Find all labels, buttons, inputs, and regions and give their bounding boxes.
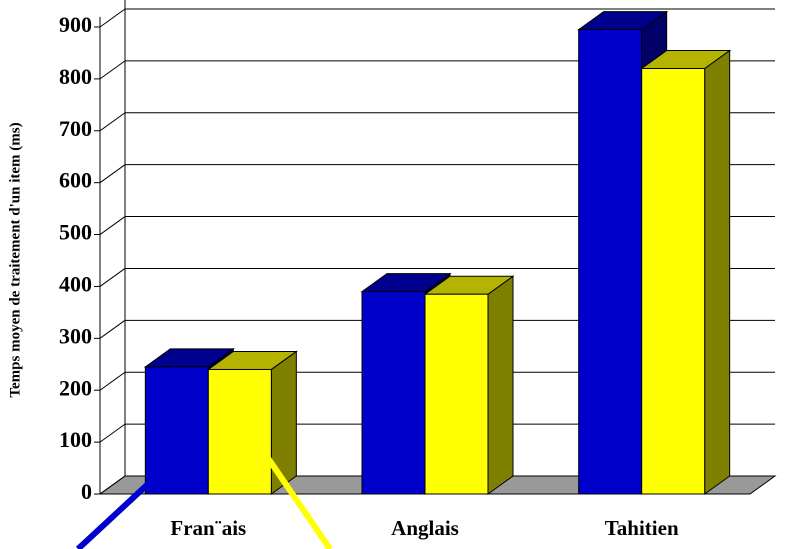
y-tick-label: 500 bbox=[59, 220, 92, 245]
grid-line-side bbox=[99, 268, 126, 287]
grid-line-side bbox=[99, 319, 126, 339]
grid-line-side bbox=[99, 216, 126, 235]
y-axis-label: Temps moyen de traitement d'un item (ms) bbox=[7, 122, 23, 397]
x-tick-label: Tahitien bbox=[605, 516, 679, 540]
bar bbox=[361, 291, 426, 495]
bar-side bbox=[704, 49, 731, 495]
bar bbox=[641, 68, 706, 495]
grid-line-side bbox=[99, 475, 126, 495]
grid-line-side bbox=[99, 164, 126, 184]
bar bbox=[424, 293, 489, 495]
grid-line-side bbox=[99, 8, 126, 28]
y-tick-label: 900 bbox=[59, 12, 92, 37]
grid-line-side bbox=[99, 60, 126, 80]
bar bbox=[207, 368, 272, 495]
y-tick-label: 400 bbox=[59, 271, 92, 296]
y-tick-label: 600 bbox=[59, 168, 92, 193]
y-tick-label: 100 bbox=[59, 427, 92, 452]
y-tick-label: 800 bbox=[59, 64, 92, 89]
x-tick-label: Anglais bbox=[391, 516, 459, 540]
pointer-line bbox=[254, 440, 333, 549]
x-tick-label: Fran¨ais bbox=[170, 516, 246, 540]
grid-line-side bbox=[99, 371, 126, 391]
y-tick-label: 200 bbox=[59, 375, 92, 400]
bar-side bbox=[487, 275, 514, 495]
bar bbox=[578, 29, 643, 495]
pointer-line bbox=[75, 455, 179, 549]
grid-line-side bbox=[99, 423, 126, 443]
y-tick-label: 0 bbox=[81, 479, 92, 504]
y-tick-label: 700 bbox=[59, 116, 92, 141]
y-tick-label: 300 bbox=[59, 323, 92, 348]
grid-line-side bbox=[99, 112, 126, 132]
